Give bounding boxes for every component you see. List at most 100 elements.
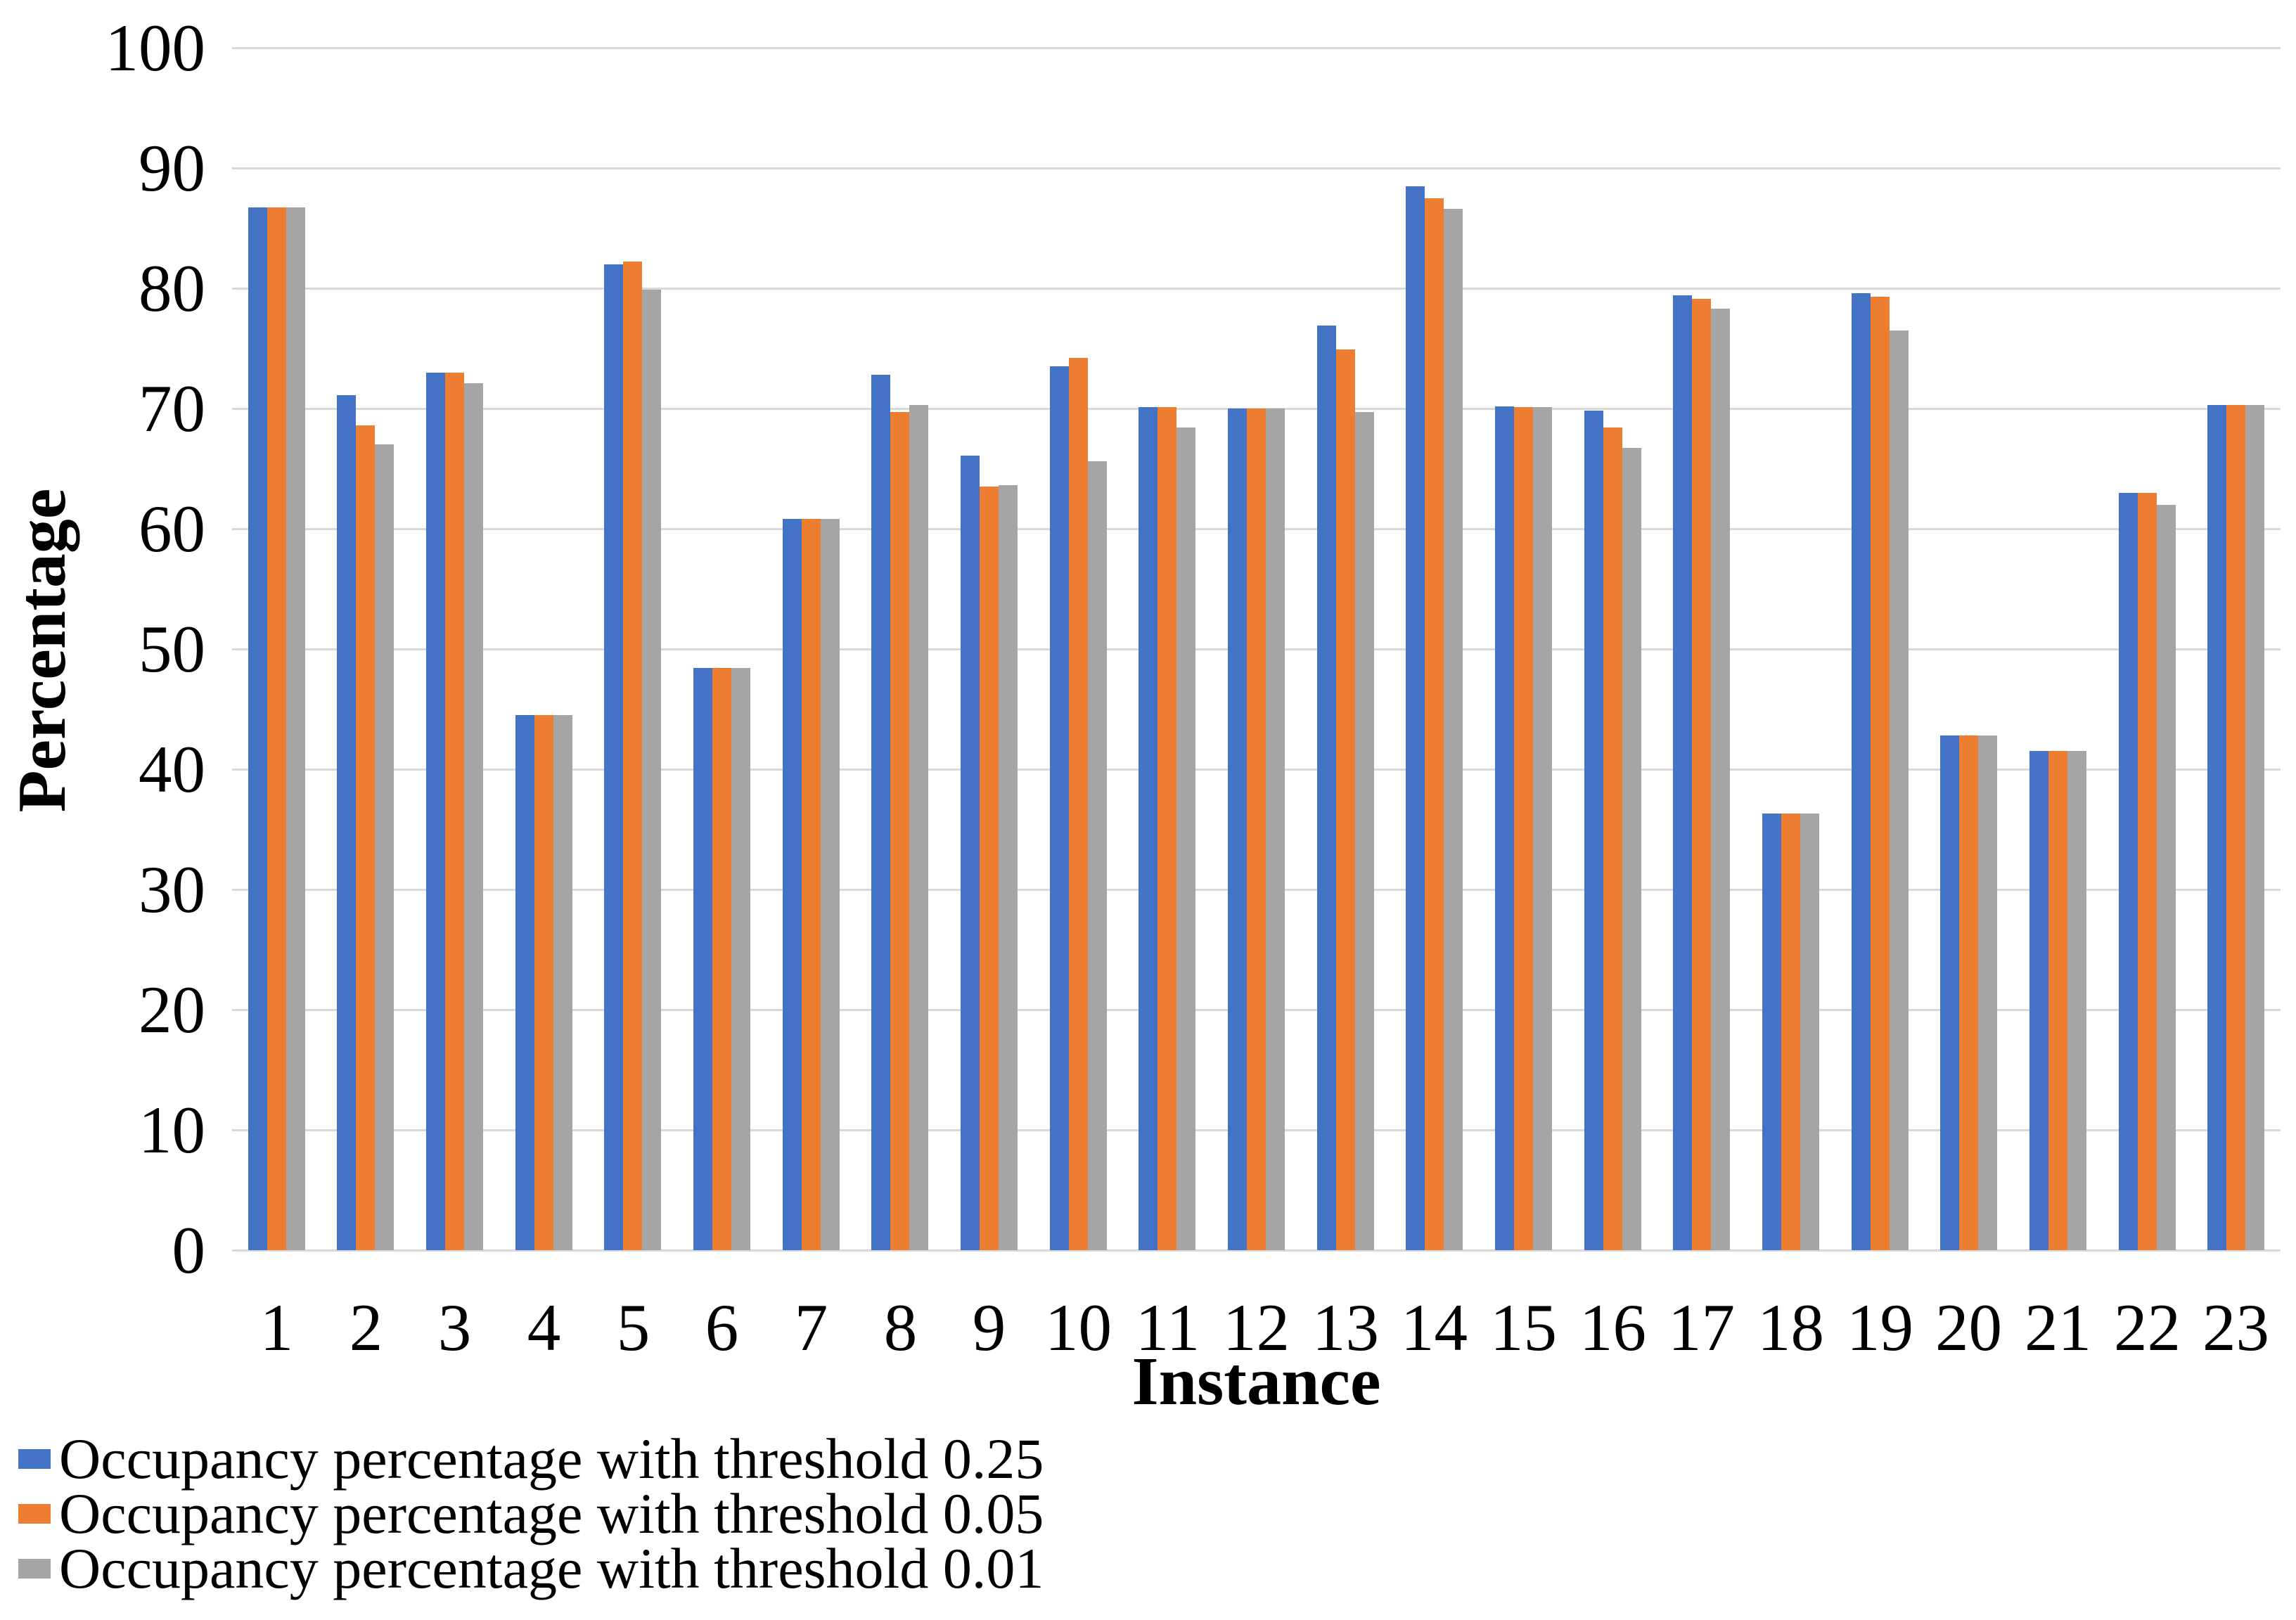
bar-instance-12-series-1 xyxy=(1228,409,1247,1250)
bar-instance-1-series-2 xyxy=(267,207,286,1250)
bar-instance-20-series-1 xyxy=(1940,735,1959,1250)
x-tick-label-19: 19 xyxy=(1847,1290,1913,1365)
bar-instance-21-series-3 xyxy=(2067,751,2086,1250)
bar-instance-15-series-3 xyxy=(1533,407,1552,1250)
bar-instance-4-series-2 xyxy=(534,715,553,1250)
bar-instance-16-series-2 xyxy=(1603,428,1622,1250)
bar-instance-6-series-1 xyxy=(693,668,712,1250)
y-tick-label-100: 100 xyxy=(105,11,206,85)
x-tick-label-8: 8 xyxy=(883,1290,918,1365)
bar-instance-2-series-2 xyxy=(356,425,375,1250)
bar-instance-6-series-3 xyxy=(731,668,750,1250)
legend-item-3: Occupancy percentage with threshold 0.01 xyxy=(18,1536,1044,1600)
bar-instance-17-series-3 xyxy=(1711,309,1730,1250)
x-tick-label-4: 4 xyxy=(527,1290,561,1365)
x-tick-label-1: 1 xyxy=(259,1290,294,1365)
bar-instance-5-series-2 xyxy=(623,262,642,1250)
legend-label: Occupancy percentage with threshold 0.05 xyxy=(59,1481,1044,1545)
bar-instance-3-series-3 xyxy=(464,383,483,1250)
bar-instance-1-series-3 xyxy=(286,207,305,1250)
bar-instance-14-series-3 xyxy=(1444,209,1463,1250)
bar-instance-18-series-2 xyxy=(1781,814,1800,1250)
bar-instance-14-series-2 xyxy=(1425,198,1444,1250)
bar-instance-5-series-3 xyxy=(642,290,661,1250)
bar-instance-16-series-1 xyxy=(1584,411,1603,1250)
x-tick-label-3: 3 xyxy=(437,1290,472,1365)
x-tick-label-6: 6 xyxy=(705,1290,739,1365)
bar-instance-17-series-1 xyxy=(1673,295,1692,1250)
legend-swatch-icon xyxy=(18,1504,51,1524)
bar-instance-11-series-1 xyxy=(1139,407,1157,1250)
bar-instance-7-series-2 xyxy=(802,519,821,1250)
bar-instance-3-series-1 xyxy=(426,373,445,1250)
x-tick-label-5: 5 xyxy=(616,1290,650,1365)
bar-instance-8-series-2 xyxy=(890,412,909,1250)
bar-instance-10-series-2 xyxy=(1069,358,1088,1250)
bar-instance-22-series-1 xyxy=(2119,493,2138,1250)
x-tick-label-2: 2 xyxy=(349,1290,383,1365)
bar-instance-21-series-1 xyxy=(2029,751,2048,1250)
bar-instance-9-series-1 xyxy=(961,456,980,1250)
x-tick-label-22: 22 xyxy=(2114,1290,2181,1365)
bar-instance-3-series-2 xyxy=(445,373,464,1250)
y-tick-label-20: 20 xyxy=(139,972,205,1047)
bar-instance-6-series-2 xyxy=(712,668,731,1250)
legend-item-1: Occupancy percentage with threshold 0.25 xyxy=(18,1427,1044,1491)
bar-instance-22-series-2 xyxy=(2138,493,2157,1250)
bar-instance-11-series-3 xyxy=(1176,428,1195,1250)
legend-label: Occupancy percentage with threshold 0.25 xyxy=(59,1427,1044,1491)
x-axis-title: Instance xyxy=(1131,1344,1381,1420)
bar-instance-2-series-1 xyxy=(337,395,356,1250)
legend-item-2: Occupancy percentage with threshold 0.05 xyxy=(18,1481,1044,1545)
bar-instance-13-series-1 xyxy=(1317,326,1336,1250)
bar-instance-9-series-2 xyxy=(980,487,999,1250)
y-tick-label-40: 40 xyxy=(139,732,205,806)
bar-instance-2-series-3 xyxy=(375,444,394,1250)
bar-instance-20-series-2 xyxy=(1959,735,1978,1250)
bar-instance-8-series-3 xyxy=(909,405,928,1250)
y-tick-label-50: 50 xyxy=(139,612,205,686)
y-tick-label-60: 60 xyxy=(139,491,205,566)
x-tick-label-16: 16 xyxy=(1579,1290,1646,1365)
bar-instance-20-series-3 xyxy=(1978,735,1997,1250)
bar-instance-1-series-1 xyxy=(248,207,267,1250)
bar-instance-7-series-1 xyxy=(783,519,802,1250)
legend-label: Occupancy percentage with threshold 0.01 xyxy=(59,1536,1044,1600)
y-tick-label-70: 70 xyxy=(139,371,205,446)
bar-instance-17-series-2 xyxy=(1692,299,1711,1250)
x-tick-label-18: 18 xyxy=(1757,1290,1824,1365)
y-tick-label-90: 90 xyxy=(139,131,205,205)
x-tick-label-13: 13 xyxy=(1312,1290,1379,1365)
bar-instance-4-series-1 xyxy=(515,715,534,1250)
gridline-y-0 xyxy=(232,1249,2281,1252)
legend-swatch-icon xyxy=(18,1449,51,1469)
bar-instance-10-series-1 xyxy=(1050,366,1069,1250)
bar-instance-11-series-2 xyxy=(1157,407,1176,1250)
bar-instance-13-series-3 xyxy=(1355,412,1374,1250)
bar-instance-23-series-2 xyxy=(2226,405,2245,1250)
bar-instance-10-series-3 xyxy=(1088,461,1107,1250)
gridline-y-100 xyxy=(232,47,2281,49)
y-tick-label-10: 10 xyxy=(139,1093,205,1167)
x-tick-label-12: 12 xyxy=(1223,1290,1290,1365)
bar-instance-18-series-1 xyxy=(1762,814,1781,1250)
bar-instance-7-series-3 xyxy=(821,519,840,1250)
x-tick-label-10: 10 xyxy=(1045,1290,1112,1365)
x-tick-label-15: 15 xyxy=(1490,1290,1557,1365)
x-tick-label-14: 14 xyxy=(1401,1290,1468,1365)
y-tick-label-80: 80 xyxy=(139,251,205,326)
bar-instance-5-series-1 xyxy=(604,264,623,1250)
bar-instance-16-series-3 xyxy=(1622,448,1641,1250)
y-tick-label-0: 0 xyxy=(172,1213,206,1287)
bar-instance-18-series-3 xyxy=(1800,814,1819,1250)
bar-instance-23-series-1 xyxy=(2207,405,2226,1250)
bar-instance-15-series-1 xyxy=(1495,406,1514,1250)
bar-instance-8-series-1 xyxy=(871,375,890,1250)
bar-instance-19-series-1 xyxy=(1852,293,1871,1250)
bar-instance-9-series-3 xyxy=(999,485,1018,1250)
bar-instance-12-series-2 xyxy=(1247,409,1266,1250)
legend: Occupancy percentage with threshold 0.25… xyxy=(18,1427,1044,1600)
x-tick-label-7: 7 xyxy=(794,1290,828,1365)
legend-swatch-icon xyxy=(18,1559,51,1579)
